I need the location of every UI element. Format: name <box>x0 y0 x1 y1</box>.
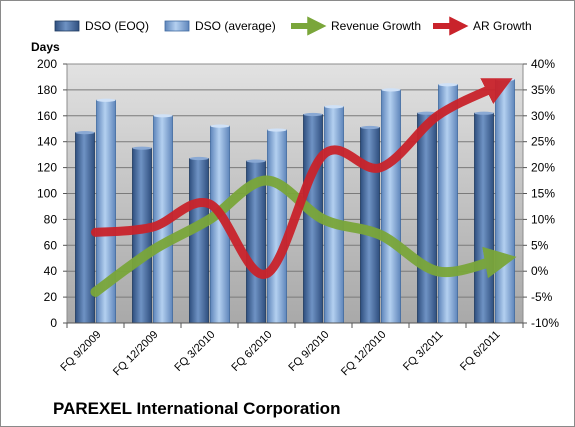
y2-tick-label: 30% <box>531 109 555 123</box>
bar-dso-eoq <box>132 147 152 324</box>
y2-tick-label: -10% <box>531 316 559 330</box>
legend-swatch-dso-average <box>164 20 190 32</box>
series-ar-growth-line <box>91 78 513 279</box>
x-tick-label: FQ 12/2009 <box>111 329 161 379</box>
legend-label-dso-average: DSO (average) <box>195 19 276 33</box>
legend: DSO (EOQ) DSO (average) Revenue Growth AR G… <box>54 16 532 36</box>
bar-top-dso-average <box>96 98 116 102</box>
y-tick-label: 140 <box>37 135 57 149</box>
bar-top-dso-eoq <box>189 156 209 161</box>
y-tick-label: 200 <box>37 57 57 71</box>
bar-dso-eoq <box>474 112 494 324</box>
bar-dso-average <box>495 79 515 324</box>
y-tick-label: 80 <box>44 212 58 226</box>
y2-tick-label: 0% <box>531 264 549 278</box>
bar-top-dso-average <box>153 114 173 118</box>
y2-tick-label: 40% <box>531 57 555 71</box>
x-tick-label: FQ 9/2009 <box>58 329 103 374</box>
y2-tick-label: 25% <box>531 135 555 149</box>
bar-top-dso-average <box>267 128 287 132</box>
x-tick-label: FQ 6/2010 <box>229 329 274 374</box>
bar-top-dso-eoq <box>417 111 437 115</box>
chart-title: PAREXEL International Corporation <box>53 399 340 418</box>
bar-dso-average <box>438 84 458 324</box>
bar-dso-average <box>324 106 344 324</box>
bar-top-dso-eoq <box>303 112 323 117</box>
x-tick-label: FQ 3/2011 <box>401 329 446 374</box>
y2-tick-label: 10% <box>531 212 555 226</box>
y-tick-label: 20 <box>44 290 58 304</box>
bar-top-dso-average <box>438 83 458 87</box>
y-tick-label: 120 <box>37 161 57 175</box>
y-tick-label: 0 <box>50 316 57 330</box>
y-tick-label: 60 <box>44 238 58 252</box>
y2-tick-label: 35% <box>531 83 555 97</box>
bar-top-dso-average <box>381 88 401 92</box>
y-tick-label: 100 <box>37 187 57 201</box>
x-tick-label: FQ 3/2010 <box>172 329 217 374</box>
bar-top-dso-eoq <box>246 159 266 163</box>
y2-tick-label: 15% <box>531 187 555 201</box>
bar-dso-eoq <box>417 112 437 324</box>
bar-top-dso-average <box>210 124 230 128</box>
y2-tick-label: -5% <box>531 290 553 304</box>
y-tick-label: 40 <box>44 264 58 278</box>
y-tick-label: 160 <box>37 109 57 123</box>
bar-top-dso-eoq <box>360 125 380 130</box>
x-tick-label: FQ 9/2010 <box>286 329 331 374</box>
legend-label-dso-eoq: DSO (EOQ) <box>85 19 149 33</box>
x-tick-label: FQ 6/2011 <box>458 329 503 374</box>
bar-top-dso-average <box>495 77 515 82</box>
bar-dso-average <box>381 89 401 324</box>
x-tick-label: FQ 12/2010 <box>339 329 389 379</box>
legend-label-revenue-growth: Revenue Growth <box>331 19 421 33</box>
bar-top-dso-eoq <box>474 111 494 115</box>
bar-top-dso-average <box>324 105 344 109</box>
bar-top-dso-eoq <box>132 146 152 150</box>
bar-dso-eoq <box>189 158 209 324</box>
y-axis-label: Days <box>31 40 60 54</box>
legend-label-ar-growth: AR Growth <box>473 19 532 33</box>
y-tick-label: 180 <box>37 83 57 97</box>
series-revenue-growth-line <box>90 175 517 297</box>
legend-swatch-dso-eoq <box>54 20 80 32</box>
y2-tick-label: 5% <box>531 238 549 252</box>
y2-tick-label: 20% <box>531 161 555 175</box>
bar-dso-average <box>267 129 287 324</box>
bar-top-dso-eoq <box>75 131 95 135</box>
